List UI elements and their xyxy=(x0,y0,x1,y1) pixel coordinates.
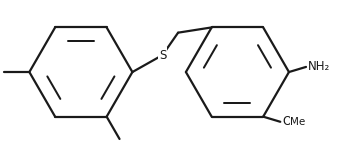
Text: O: O xyxy=(282,115,291,128)
Text: S: S xyxy=(159,49,166,62)
Text: NH₂: NH₂ xyxy=(308,60,330,73)
Text: Me: Me xyxy=(290,117,306,127)
